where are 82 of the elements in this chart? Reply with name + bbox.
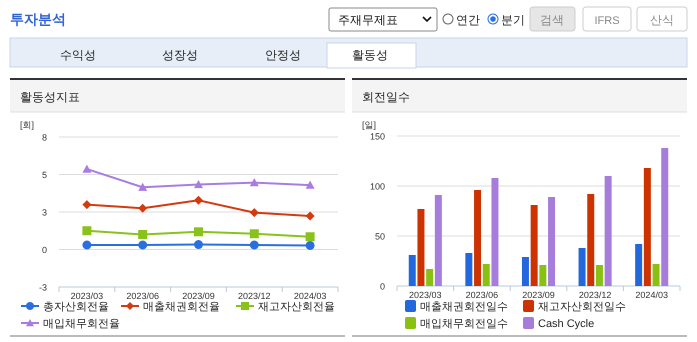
legend-label: 매출채권회전율: [143, 301, 220, 313]
point: [306, 232, 315, 242]
point: [194, 227, 203, 236]
point: [250, 229, 259, 238]
text: 검색: [540, 13, 564, 27]
y-axis-title: [일]: [362, 120, 376, 130]
point: [306, 180, 315, 189]
point: [250, 208, 259, 218]
bar: [426, 269, 434, 286]
x-tick-label: 2023/09: [522, 290, 555, 300]
bar: [644, 168, 651, 286]
bar: [661, 148, 668, 286]
point: [82, 226, 92, 236]
bar: [434, 195, 442, 286]
text: 산식: [650, 13, 674, 27]
y-axis-title: [회]: [20, 120, 34, 130]
legend-label: 재고자산회전율: [258, 301, 335, 313]
y-tick-label: 100: [370, 182, 385, 192]
x-tick-label: 2023/03: [409, 290, 442, 300]
point: [138, 230, 148, 239]
bar: [587, 194, 594, 286]
y-tick-label: 8: [42, 132, 47, 142]
y-tick-label: 50: [374, 232, 385, 242]
text: 분기: [501, 13, 525, 27]
text: 주재무제표: [338, 13, 398, 27]
y-tick-label: 5: [42, 170, 47, 180]
y-tick-label: 150: [370, 132, 385, 142]
y-tick-label: 3: [42, 208, 47, 218]
bar: [482, 264, 490, 286]
text: IFRS: [594, 15, 620, 27]
bar: [635, 244, 642, 286]
x-tick-label: 2023/12: [238, 291, 271, 301]
x-tick-label: 2023/03: [70, 291, 104, 301]
point: [138, 204, 148, 213]
bar: [465, 253, 472, 286]
bar: [417, 209, 424, 286]
bar: [652, 264, 660, 286]
legend-label: 매입채무회전일수: [420, 318, 508, 330]
legend-label: 총자산회전율: [43, 301, 109, 313]
point: [138, 182, 148, 191]
chart-title: 활동성지표: [20, 90, 80, 104]
text: 연간: [456, 13, 480, 27]
text: 수익성: [60, 48, 96, 62]
x-tick-label: 2024/03: [294, 291, 326, 301]
point: [306, 240, 315, 250]
bar: [491, 178, 498, 286]
point: [194, 240, 203, 250]
bar: [596, 265, 603, 286]
bar: [522, 257, 529, 286]
legend-label: 재고자산회전일수: [538, 301, 626, 313]
bar: [604, 176, 612, 286]
text: 안정성: [265, 48, 301, 62]
point: [82, 240, 92, 250]
text: 성장성: [162, 48, 198, 62]
point: [250, 178, 259, 186]
legend-label: 매입채무회전율: [43, 318, 120, 330]
point: [82, 200, 92, 210]
x-tick-label: 2023/09: [182, 291, 215, 301]
point: [138, 240, 148, 250]
bar: [578, 248, 586, 286]
point: [194, 180, 203, 188]
x-tick-label: 2024/03: [635, 290, 668, 300]
bar: [530, 205, 538, 286]
text: 활동성: [352, 48, 388, 62]
bar: [548, 197, 556, 286]
chart-title: 회전일수: [362, 90, 410, 104]
point: [250, 240, 259, 250]
y-tick-label: -3: [38, 282, 47, 292]
text: 투자분석: [10, 11, 66, 27]
y-tick-label: 0: [380, 282, 385, 292]
point: [82, 164, 92, 173]
point: [306, 212, 315, 221]
x-tick-label: 2023/06: [466, 290, 498, 300]
legend-label: 매출채권회전일수: [420, 301, 508, 313]
legend-label: Cash Cycle: [538, 318, 594, 330]
x-tick-label: 2023/12: [578, 290, 612, 300]
y-tick-label: 0: [42, 245, 47, 255]
bar: [408, 255, 416, 286]
bar: [474, 190, 482, 286]
point: [194, 196, 203, 205]
bar: [539, 265, 546, 286]
x-tick-label: 2023/06: [126, 291, 159, 301]
